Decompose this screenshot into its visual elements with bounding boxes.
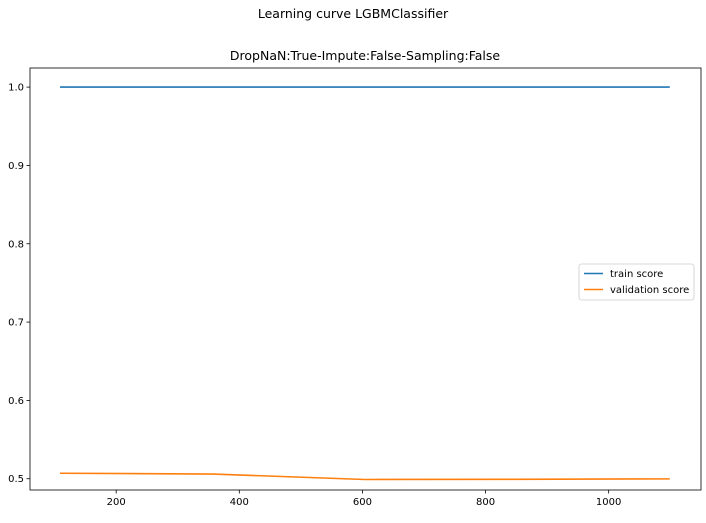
- x-tick-label: 600: [353, 497, 372, 508]
- figure-suptitle: Learning curve LGBMClassifier: [258, 6, 449, 21]
- y-tick-label: 0.7: [8, 318, 24, 329]
- x-tick-label: 200: [107, 497, 126, 508]
- axes: 200 400 600 800 1000 0.5 0.6 0.7 0.8 0.9 1.0: [8, 67, 702, 508]
- y-tick-label: 0.9: [8, 161, 24, 172]
- y-tick-label: 1.0: [8, 83, 24, 94]
- chart-title: DropNaN:True-Impute:False-Sampling:False: [230, 48, 501, 63]
- legend: train score validation score: [578, 263, 695, 301]
- series-lines: [59, 86, 670, 481]
- x-tick-label: 800: [476, 497, 495, 508]
- y-tick-label: 0.5: [8, 474, 24, 485]
- y-tick-label: 0.8: [8, 239, 24, 250]
- legend-label-1: validation score: [610, 285, 689, 296]
- legend-label-0: train score: [610, 269, 663, 280]
- series-line-1: [59, 472, 670, 481]
- legend-box: [578, 263, 695, 301]
- x-tick-label: 1000: [596, 497, 621, 508]
- axes-frame: [29, 67, 702, 491]
- y-tick-label: 0.6: [8, 396, 24, 407]
- x-tick-label: 400: [230, 497, 249, 508]
